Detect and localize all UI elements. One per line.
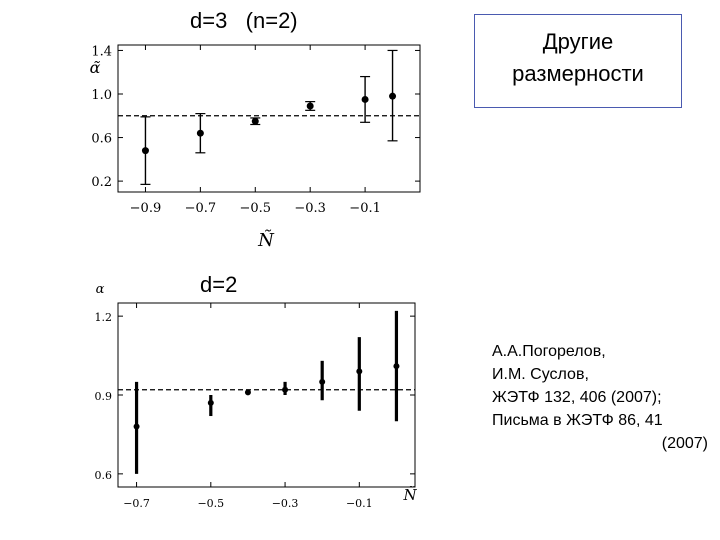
d3-xtick-label: −0.9 bbox=[130, 201, 162, 216]
d3-plot-frame bbox=[117, 44, 421, 193]
d3-data-point bbox=[196, 129, 204, 137]
chart-title-d3: d=3 (n=2) bbox=[190, 8, 298, 33]
d2-xtick-label: −0.7 bbox=[123, 497, 150, 510]
reference-citation: А.А.Погорелов, И.М. Суслов, ЖЭТФ 132, 40… bbox=[492, 340, 708, 455]
d3-ytick-label: 0.2 bbox=[91, 175, 112, 190]
ref-line-3: ЖЭТФ 132, 406 (2007); bbox=[492, 389, 662, 406]
d3-x-axis-label: Ñ bbox=[257, 228, 275, 251]
d3-data-point bbox=[141, 147, 149, 155]
d3-y-axis-label: α̃ bbox=[90, 58, 101, 77]
box-line-1: Другие bbox=[542, 29, 614, 54]
d3-data-point bbox=[251, 117, 259, 125]
d2-x-axis-label: Ñ bbox=[402, 486, 417, 504]
ref-line-5: (2007) bbox=[661, 435, 708, 452]
box-line-2: размерности bbox=[512, 61, 644, 86]
d2-data-point bbox=[356, 368, 363, 375]
d3-xtick-label: −0.7 bbox=[185, 201, 217, 216]
d2-data-point bbox=[244, 389, 251, 396]
d2-ytick-label: 0.6 bbox=[95, 469, 113, 482]
d3-data-point bbox=[361, 95, 369, 103]
d2-data-point bbox=[207, 399, 214, 406]
d2-y-axis-label: α bbox=[96, 282, 105, 297]
chart-title-d2: d=2 bbox=[200, 272, 238, 297]
d2-plot-frame bbox=[117, 302, 416, 488]
d3-data-point bbox=[306, 102, 314, 110]
d3-ytick-label: 0.6 bbox=[91, 132, 112, 147]
d3-xtick-label: −0.5 bbox=[239, 201, 271, 216]
d2-data-point bbox=[393, 363, 400, 370]
d2-data-point bbox=[319, 378, 326, 385]
ref-line-2: И.М. Суслов, bbox=[492, 366, 589, 383]
d3-xtick-label: −0.3 bbox=[294, 201, 326, 216]
d3-xtick-label: −0.1 bbox=[349, 201, 381, 216]
ref-line-1: А.А.Погорелов, bbox=[492, 343, 606, 360]
d2-xtick-label: −0.5 bbox=[197, 497, 224, 510]
d3-data-point bbox=[389, 92, 397, 100]
d3-ytick-label: 1.0 bbox=[91, 88, 112, 103]
d2-ytick-label: 1.2 bbox=[95, 311, 113, 324]
other-dimensions-box: Другие размерности bbox=[474, 14, 682, 108]
d2-xtick-label: −0.3 bbox=[272, 497, 299, 510]
d2-data-point bbox=[282, 386, 289, 393]
ref-line-4: Письма в ЖЭТФ 86, 41 bbox=[492, 412, 663, 429]
d2-xtick-label: −0.1 bbox=[346, 497, 373, 510]
d2-ytick-label: 0.9 bbox=[95, 390, 113, 403]
d3-ytick-label: 1.4 bbox=[91, 44, 112, 59]
d2-data-point bbox=[133, 423, 140, 430]
